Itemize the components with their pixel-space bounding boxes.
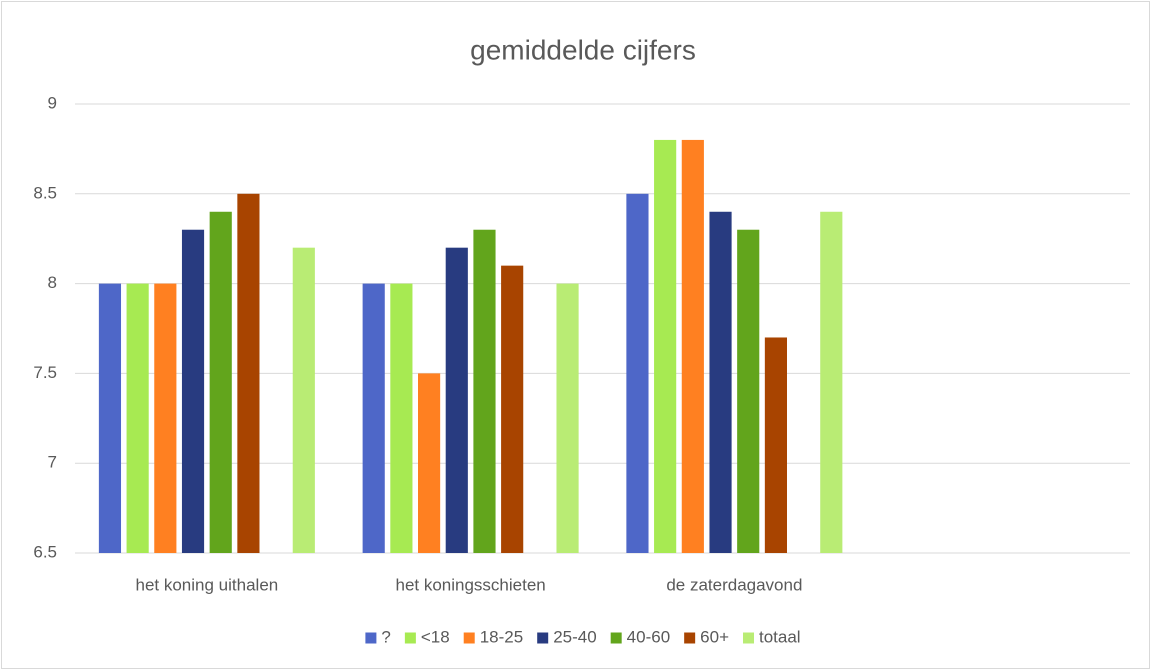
bar (626, 193, 649, 554)
bar (501, 265, 524, 553)
legend-label: 40-60 (627, 627, 670, 646)
bar (764, 337, 787, 553)
legend-label: ? (381, 627, 390, 646)
y-tick-label: 6.5 (33, 542, 57, 561)
bar (98, 283, 122, 553)
bar (418, 373, 441, 553)
x-tick-label: de zaterdagavond (666, 575, 802, 594)
legend-swatch (463, 632, 475, 644)
legend-label: 60+ (700, 627, 729, 646)
y-tick-label: 7 (48, 453, 57, 472)
legend-label: 18-25 (480, 627, 523, 646)
x-tick-label: het koning uithalen (136, 575, 279, 594)
legend-swatch (404, 632, 416, 644)
legend-swatch (610, 632, 622, 644)
bar (737, 229, 760, 553)
x-tick-label: het koningsschieten (395, 575, 545, 594)
y-tick-label: 9 (48, 93, 57, 112)
legend-swatch (743, 632, 755, 644)
chart-title: gemiddelde cijfers (470, 34, 696, 65)
bar (390, 283, 413, 553)
bar (556, 283, 579, 553)
legend-swatch (684, 632, 696, 644)
bar (292, 247, 315, 553)
bar (237, 193, 260, 554)
bar (445, 247, 468, 553)
legend-swatch (365, 632, 377, 644)
y-tick-label: 7.5 (33, 363, 57, 382)
legend-swatch (537, 632, 549, 644)
legend-label: totaal (759, 627, 801, 646)
bar (709, 211, 732, 553)
y-tick-label: 8.5 (33, 183, 57, 202)
legend-label: 25-40 (553, 627, 596, 646)
bar (126, 283, 149, 553)
bar (362, 283, 385, 553)
bar (654, 139, 677, 554)
bar (681, 139, 704, 554)
bar (820, 211, 843, 553)
legend-label: <18 (421, 627, 450, 646)
bar (473, 229, 496, 553)
y-tick-label: 8 (48, 273, 57, 292)
bar (154, 283, 177, 553)
bar (209, 211, 232, 553)
bar (181, 229, 205, 553)
